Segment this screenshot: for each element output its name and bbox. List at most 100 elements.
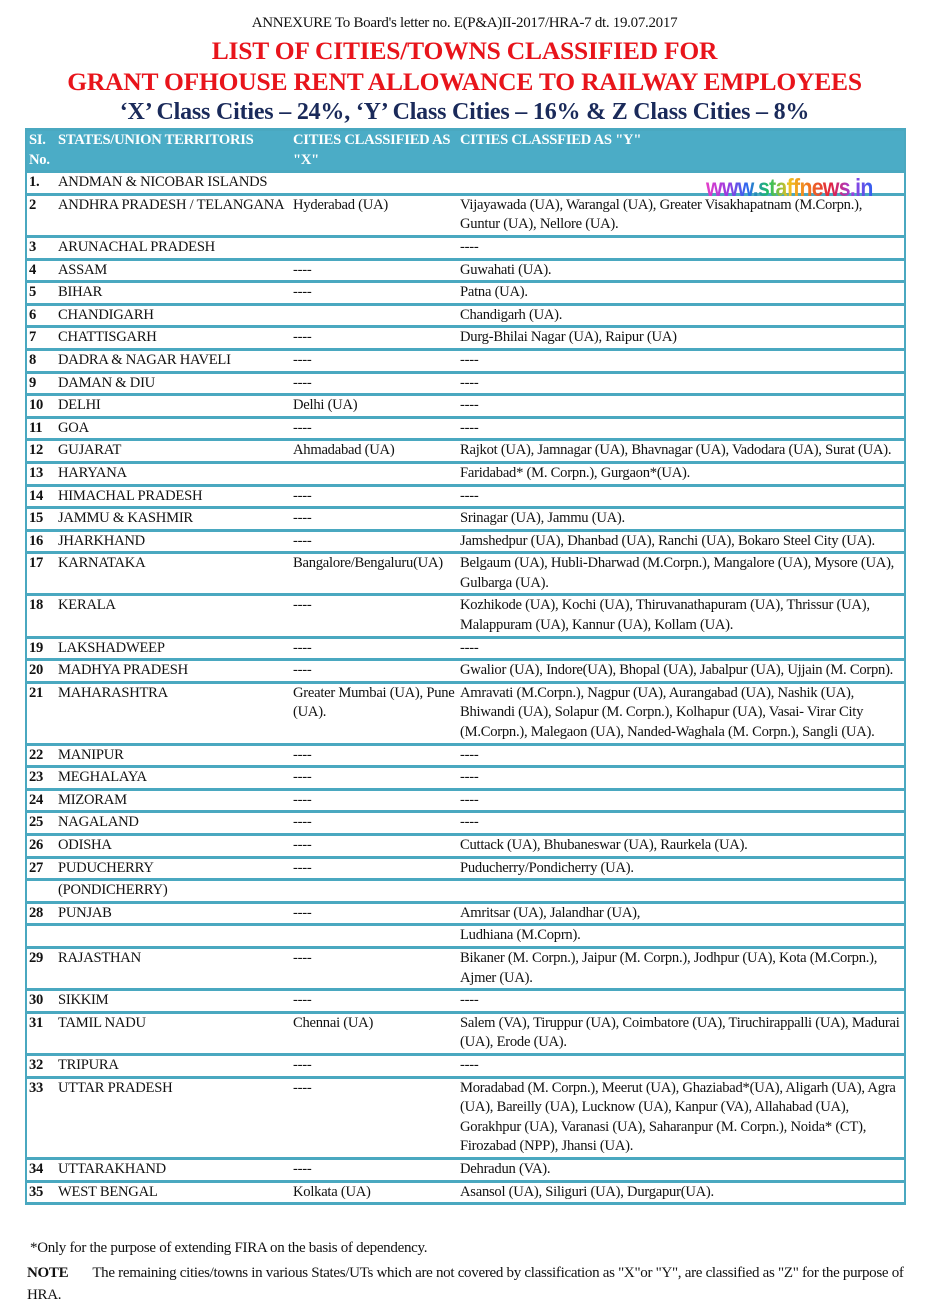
y-cities-cell: ---- [458, 810, 906, 836]
table-row: 18 KERALA ---- Kozhikode (UA), Kochi (UA), … [25, 593, 906, 639]
y-cities-cell: ---- [458, 1052, 906, 1079]
x-cities-cell: ---- [291, 742, 458, 769]
x-cities-cell [291, 302, 458, 329]
x-cities-cell: ---- [291, 945, 458, 992]
table-row: 6 CHANDIGARH Chandigarh (UA). [25, 302, 906, 329]
state-cell: UTTARAKHAND [56, 1156, 291, 1183]
y-cities-cell: Salem (VA), Tiruppur (UA), Coimbatore (U… [458, 1010, 906, 1056]
sl-no-cell: 16 [25, 528, 56, 555]
sl-no-cell: 15 [25, 506, 56, 532]
state-cell: DELHI [56, 393, 291, 419]
state-cell: HIMACHAL PRADESH [56, 483, 291, 510]
y-cities-cell: ---- [458, 742, 906, 769]
table-row: 4 ASSAM ---- Guwahati (UA). [25, 257, 906, 284]
y-cities-cell: ---- [458, 234, 906, 261]
sl-no-cell: 5 [25, 280, 56, 306]
x-cities-cell: Ahmadabad (UA) [291, 438, 458, 464]
state-cell: (PONDICHERRY) [56, 878, 291, 904]
x-cities-cell: Chennai (UA) [291, 1010, 458, 1056]
sl-no-cell: 12 [25, 438, 56, 464]
state-cell: LAKSHADWEEP [56, 635, 291, 662]
column-header-y-cities: CITIES CLASSFIED AS "Y" [458, 127, 906, 174]
x-cities-cell: ---- [291, 1156, 458, 1183]
y-cities-cell: Kozhikode (UA), Kochi (UA), Thiruvanatha… [458, 593, 906, 639]
x-cities-cell: ---- [291, 810, 458, 836]
sl-no-cell: 21 [25, 680, 56, 746]
state-cell: WEST BENGAL [56, 1179, 291, 1206]
state-cell: PUDUCHERRY [56, 855, 291, 882]
sl-no-cell: 35 [25, 1179, 56, 1206]
sl-no-cell: 29 [25, 945, 56, 992]
sl-no-cell: 31 [25, 1010, 56, 1056]
state-cell: NAGALAND [56, 810, 291, 836]
state-cell: CHANDIGARH [56, 302, 291, 329]
table-row: 35 WEST BENGAL Kolkata (UA) Asansol (UA), S… [25, 1179, 906, 1206]
document-title-line-2: GRANT OFHOUSE RENT ALLOWANCE TO RAILWAY … [67, 67, 862, 96]
staffnews-watermark-logo: www.staffnews.in [706, 174, 873, 202]
x-cities-cell: ---- [291, 765, 458, 791]
state-cell: SIKKIM [56, 988, 291, 1014]
y-cities-cell: Amravati (M.Corpn.), Nagpur (UA), Aurang… [458, 680, 906, 746]
note-label: NOTE [27, 1265, 69, 1281]
x-cities-cell: ---- [291, 415, 458, 442]
y-cities-cell: Guwahati (UA). [458, 257, 906, 284]
y-cities-cell: Gwalior (UA), Indore(UA), Bhopal (UA), J… [458, 658, 906, 684]
state-cell: MADHYA PRADESH [56, 658, 291, 684]
state-cell: UTTAR PRADESH [56, 1075, 291, 1160]
state-cell: RAJASTHAN [56, 945, 291, 992]
y-cities-cell: ---- [458, 483, 906, 510]
y-cities-cell: Asansol (UA), Siliguri (UA), Durgapur(UA… [458, 1179, 906, 1206]
sl-no-cell: 11 [25, 415, 56, 442]
x-cities-cell: ---- [291, 506, 458, 532]
x-cities-cell [291, 878, 458, 904]
sl-no-cell: 28 [25, 900, 56, 927]
y-cities-cell: Belgaum (UA), Hubli-Dharwad (M.Corpn.), … [458, 551, 906, 597]
sl-no-cell: 20 [25, 658, 56, 684]
x-cities-cell: Hyderabad (UA) [291, 192, 458, 238]
y-cities-cell: Cuttack (UA), Bhubaneswar (UA), Raurkela… [458, 833, 906, 859]
sl-no-cell: 1. [25, 170, 56, 196]
state-cell: JAMMU & KASHMIR [56, 506, 291, 532]
sl-no-cell: 23 [25, 765, 56, 791]
y-cities-cell: Bikaner (M. Corpn.), Jaipur (M. Corpn.),… [458, 945, 906, 992]
sl-no-cell: 9 [25, 370, 56, 397]
y-cities-cell: Puducherry/Pondicherry (UA). [458, 855, 906, 882]
x-cities-cell [291, 460, 458, 487]
table-header-row: SI. No. STATES/UNION TERRITORIS CITIES C… [25, 127, 906, 174]
x-cities-cell: ---- [291, 855, 458, 882]
sl-no-cell: 7 [25, 325, 56, 351]
state-cell: ASSAM [56, 257, 291, 284]
state-cell: JHARKHAND [56, 528, 291, 555]
note: NOTE The remaining cities/towns in variou… [27, 1262, 907, 1306]
x-cities-cell: ---- [291, 1052, 458, 1079]
sl-no-cell: 13 [25, 460, 56, 487]
y-cities-cell: Vijayawada (UA), Warangal (UA), Greater … [458, 192, 906, 238]
sl-no-cell: 22 [25, 742, 56, 769]
y-cities-cell: ---- [458, 370, 906, 397]
x-cities-cell: ---- [291, 988, 458, 1014]
x-cities-cell: ---- [291, 325, 458, 351]
table-row: 22 MANIPUR ---- ---- [25, 742, 906, 769]
x-cities-cell: ---- [291, 787, 458, 814]
y-cities-cell: Jamshedpur (UA), Dhanbad (UA), Ranchi (U… [458, 528, 906, 555]
state-cell: DADRA & NAGAR HAVELI [56, 347, 291, 374]
state-cell: MIZORAM [56, 787, 291, 814]
column-header-x-cities: CITIES CLASSIFIED AS "X" [291, 127, 458, 174]
state-cell: BIHAR [56, 280, 291, 306]
y-cities-cell: Rajkot (UA), Jamnagar (UA), Bhavnagar (U… [458, 438, 906, 464]
state-cell: KERALA [56, 593, 291, 639]
sl-no-cell: 33 [25, 1075, 56, 1160]
table-row: 10 DELHI Delhi (UA) ---- [25, 393, 906, 419]
note-text: The remaining cities/towns in various St… [27, 1265, 904, 1303]
x-cities-cell: Kolkata (UA) [291, 1179, 458, 1206]
y-cities-cell: Ludhiana (M.Coprn). [458, 923, 906, 949]
sl-no-cell: 19 [25, 635, 56, 662]
table-row: 20 MADHYA PRADESH ---- Gwalior (UA), Indore… [25, 658, 906, 684]
sl-no-cell: 26 [25, 833, 56, 859]
x-cities-cell [291, 170, 458, 196]
table-row: 27 PUDUCHERRY ---- Puducherry/Pondicherry (… [25, 855, 906, 882]
table-row: 9 DAMAN & DIU ---- ---- [25, 370, 906, 397]
table-row: 13 HARYANA Faridabad* (M. Corpn.), Gurgaon… [25, 460, 906, 487]
sl-no-cell: 24 [25, 787, 56, 814]
state-cell: ANDMAN & NICOBAR ISLANDS [56, 170, 291, 196]
